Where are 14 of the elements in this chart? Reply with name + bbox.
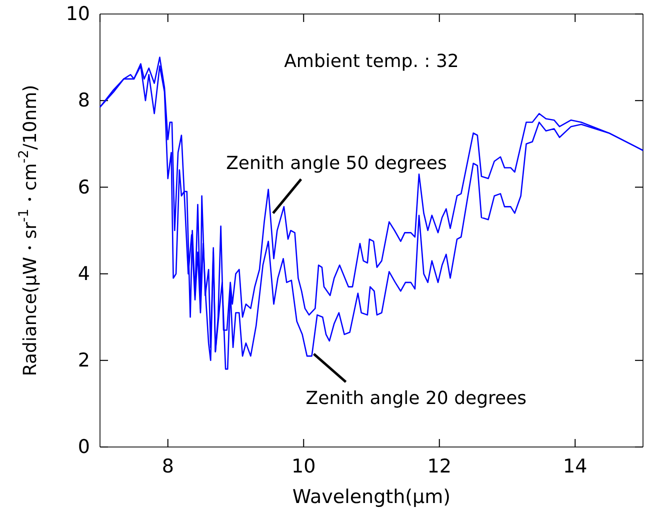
y-tick-label: 8 xyxy=(78,90,90,112)
annotation: Zenith angle 20 degrees xyxy=(306,388,527,409)
x-tick-label: 8 xyxy=(162,455,174,478)
y-tick-label: 2 xyxy=(78,349,90,372)
y-tick-label: 4 xyxy=(78,262,90,285)
x-tick-label: 10 xyxy=(292,455,316,478)
y-tick-label: 10 xyxy=(66,3,90,26)
annotation: Zenith angle 50 degrees xyxy=(226,153,447,174)
y-tick-label: 0 xyxy=(78,436,90,458)
x-axis-title: Wavelength(μm) xyxy=(292,486,451,508)
x-tick-label: 12 xyxy=(427,455,452,478)
y-tick-label: 6 xyxy=(78,176,90,198)
annotation: Ambient temp. : 32 xyxy=(284,51,459,72)
x-tick-label: 14 xyxy=(563,455,588,478)
